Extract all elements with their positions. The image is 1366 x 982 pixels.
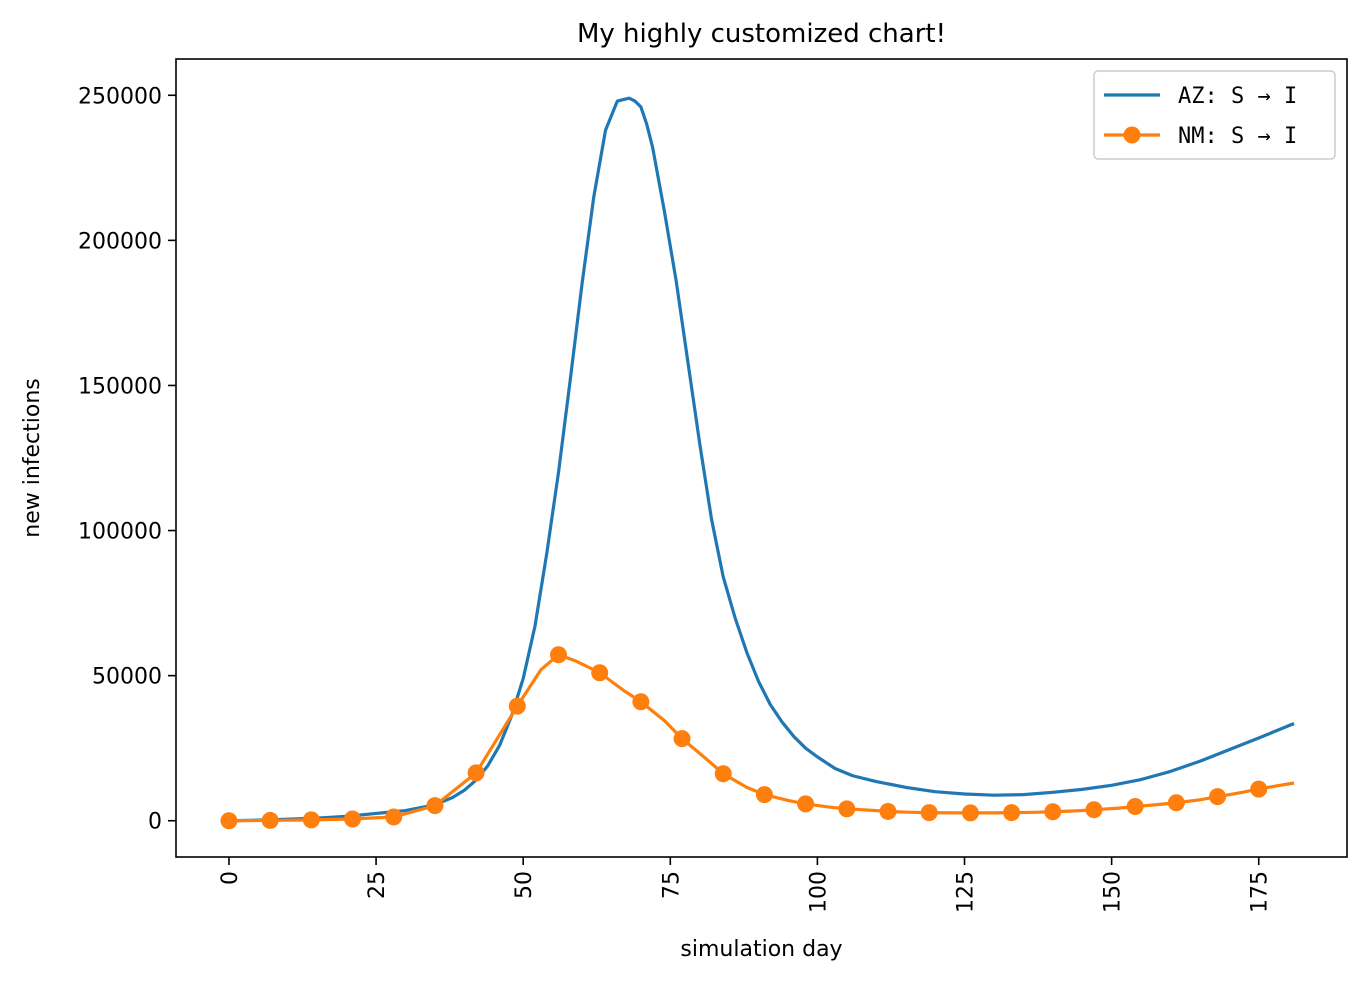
data-point — [1003, 804, 1021, 822]
series-group — [220, 646, 1295, 830]
legend: AZ: S → I NM: S → I — [1093, 70, 1336, 160]
data-point — [302, 811, 320, 829]
series-layer — [220, 96, 1295, 830]
data-point — [220, 812, 238, 830]
x-axis-label: simulation day — [680, 937, 842, 962]
data-point — [879, 802, 897, 820]
x-tick-label: 150 — [1101, 871, 1126, 913]
y-tick-label: 0 — [148, 810, 162, 835]
legend-entry: NM: S → I — [1104, 124, 1297, 149]
data-point — [426, 797, 444, 815]
y-axis: 0 50000 100000 150000 200000 250000 — [78, 84, 176, 835]
data-point — [838, 800, 856, 818]
x-tick-label: 125 — [954, 871, 979, 913]
data-point — [632, 693, 650, 711]
data-point — [1250, 780, 1268, 798]
data-point — [673, 730, 691, 748]
x-tick-label: 100 — [806, 871, 831, 913]
data-point — [508, 697, 526, 715]
x-tick-label: 50 — [512, 871, 537, 899]
data-point — [1209, 788, 1227, 806]
legend-label: AZ: S → I — [1178, 84, 1297, 109]
y-tick-label: 100000 — [78, 520, 162, 545]
data-point — [591, 664, 609, 682]
series-group — [228, 96, 1295, 823]
data-point — [385, 808, 403, 826]
data-point — [1167, 794, 1185, 812]
legend-marker — [1123, 126, 1141, 144]
y-tick-label: 200000 — [78, 229, 162, 254]
data-point — [797, 795, 815, 813]
y-tick-label: 150000 — [78, 374, 162, 399]
x-axis: 0 25 50 75 100 125 150 175 — [218, 857, 1273, 913]
y-tick-label: 250000 — [78, 84, 162, 109]
legend-box — [1093, 70, 1336, 160]
chart-title: My highly customized chart! — [577, 19, 946, 49]
data-point — [755, 786, 773, 804]
data-point — [920, 804, 938, 822]
legend-label: NM: S → I — [1178, 124, 1297, 149]
data-point — [961, 804, 979, 822]
x-tick-label: 25 — [365, 871, 390, 899]
data-point — [1126, 798, 1144, 816]
series-line — [228, 96, 1295, 823]
x-tick-label: 0 — [218, 871, 243, 885]
x-tick-label: 175 — [1248, 871, 1273, 913]
data-point — [714, 765, 732, 783]
data-point — [467, 764, 485, 782]
data-point — [261, 811, 279, 829]
y-axis-label: new infections — [20, 378, 45, 538]
data-point — [549, 646, 567, 664]
legend-entry: AZ: S → I — [1104, 84, 1297, 109]
data-point — [1085, 801, 1103, 819]
data-point — [344, 810, 362, 828]
series-line — [228, 653, 1295, 823]
plot-frame — [175, 58, 1348, 858]
data-point — [1044, 803, 1062, 821]
y-tick-label: 50000 — [92, 665, 162, 690]
x-tick-label: 75 — [659, 871, 684, 899]
